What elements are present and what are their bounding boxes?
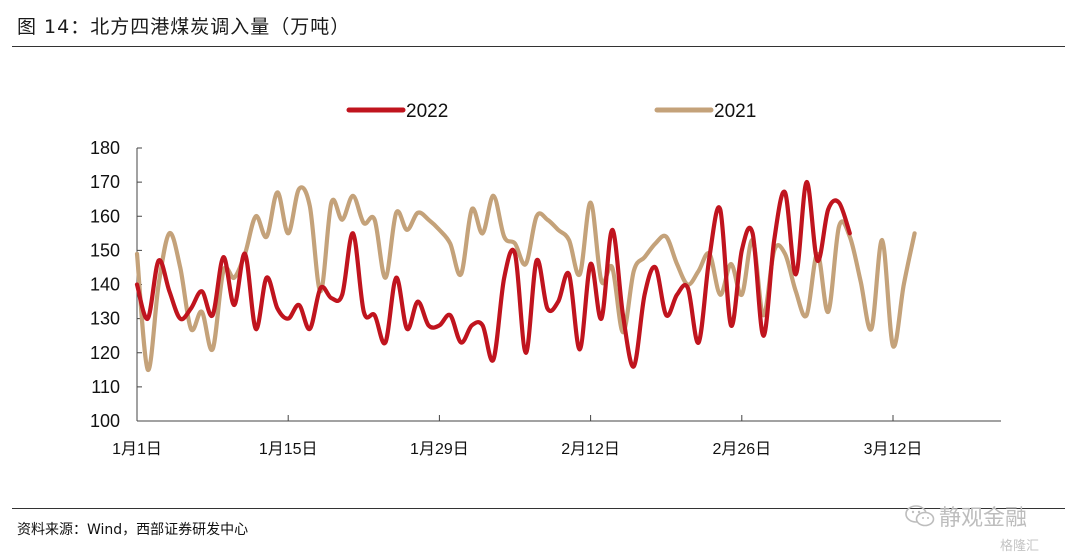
y-tick-label: 170 [90,172,120,192]
x-tick-label: 1月1日 [112,441,162,458]
x-tick-label: 2月12日 [561,441,620,458]
series-line-2021 [134,185,917,372]
y-tick-label: 140 [90,275,120,295]
page-title: 图 14：北方四港煤炭调入量（万吨） [17,16,351,38]
watermark: 静观金融 [905,500,1027,534]
chart-legend: 2022 2021 [346,101,756,122]
x-tick-label: 2月26日 [712,441,771,458]
y-tick-label: 160 [90,206,120,226]
chart-axes: 100 110 120 130 140 150 160 170 180 1月1日 1月15日 1月29… [90,138,1001,458]
source-note: 资料来源：Wind，西部证券研发中心 [17,522,249,538]
title-divider [12,46,1065,47]
y-tick-label: 110 [91,377,120,397]
y-tick-label: 120 [90,343,120,363]
y-tick-label: 130 [90,309,120,329]
wechat-icon [905,504,935,534]
y-tick-label: 180 [90,138,120,158]
legend-label-2022: 2022 [406,101,448,122]
chart-series [134,179,917,372]
x-tick-label: 1月15日 [259,441,318,458]
legend-label-2021: 2021 [714,101,756,122]
watermark-secondary: 格隆汇 [1000,539,1040,554]
x-tick-label: 1月29日 [410,441,469,458]
x-tick-label: 3月12日 [864,441,923,458]
series-line-2022 [134,179,852,369]
watermark-text: 静观金融 [939,506,1028,531]
y-tick-label: 150 [90,240,120,260]
source-divider [12,508,1065,509]
y-tick-label: 100 [90,411,120,431]
